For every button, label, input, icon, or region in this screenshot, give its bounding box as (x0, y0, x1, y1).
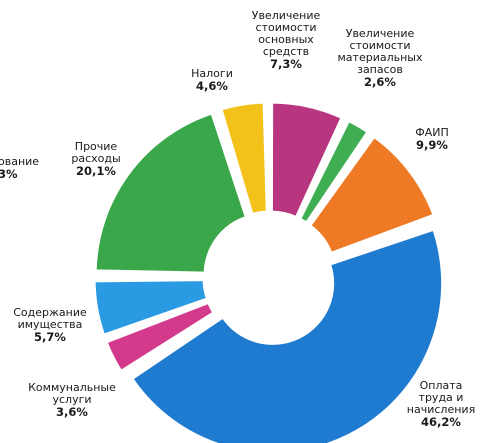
slice-label-property: Содержание имущества 5,7% (2, 306, 98, 344)
slice-label-faip-name: ФАИП (415, 126, 449, 139)
partial-left-label-value: 3% (0, 167, 18, 181)
donut-slice-taxes (219, 100, 269, 217)
slice-label-faip: ФАИП 9,9% (402, 126, 462, 152)
slice-label-faip-value: 9,9% (416, 138, 448, 152)
slice-label-inventory-value: 2,6% (364, 75, 396, 89)
donut-slice-utilities (104, 300, 216, 374)
slice-label-fixed-assets-name: Увеличение стоимости основных средств (251, 9, 321, 58)
donut-slice-property (92, 278, 210, 338)
donut-slice-payroll (129, 227, 445, 443)
slice-label-utilities-value: 3,6% (56, 405, 88, 419)
slice-label-fixed-assets: Увеличение стоимости основных средств 7,… (236, 9, 336, 71)
donut-hole (212, 220, 328, 336)
slice-label-fixed-assets-value: 7,3% (270, 57, 302, 71)
slice-label-inventory: Увеличение стоимости материальных запасо… (320, 27, 440, 89)
slice-label-other: Прочие расходы 20,1% (60, 140, 132, 178)
slice-label-utilities: Коммунальные услуги 3,6% (16, 381, 128, 419)
donut-slice-fixed-assets (269, 100, 345, 220)
partial-left-label: ование 3% (0, 155, 42, 181)
slice-label-inventory-name: Увеличение стоимости материальных запасо… (337, 27, 423, 76)
donut-slice-other (93, 111, 249, 275)
slice-label-taxes: Налоги 4,6% (180, 67, 244, 93)
slice-label-payroll-name: Оплата труда и начисления (406, 379, 476, 416)
slice-label-payroll-value: 46,2% (421, 415, 461, 429)
slice-label-property-value: 5,7% (34, 330, 66, 344)
slice-label-property-name: Содержание имущества (13, 306, 87, 331)
slice-label-other-name: Прочие расходы (71, 140, 121, 165)
slice-label-payroll: Оплата труда и начисления 46,2% (394, 379, 488, 429)
donut-slice-inventory (297, 118, 371, 226)
slice-label-taxes-value: 4,6% (196, 79, 228, 93)
slice-label-utilities-name: Коммунальные услуги (28, 381, 116, 406)
slice-label-other-value: 20,1% (76, 164, 116, 178)
partial-left-label-name: ование (0, 155, 40, 168)
slice-label-taxes-name: Налоги (191, 67, 233, 80)
donut-slice-faip (307, 134, 437, 256)
